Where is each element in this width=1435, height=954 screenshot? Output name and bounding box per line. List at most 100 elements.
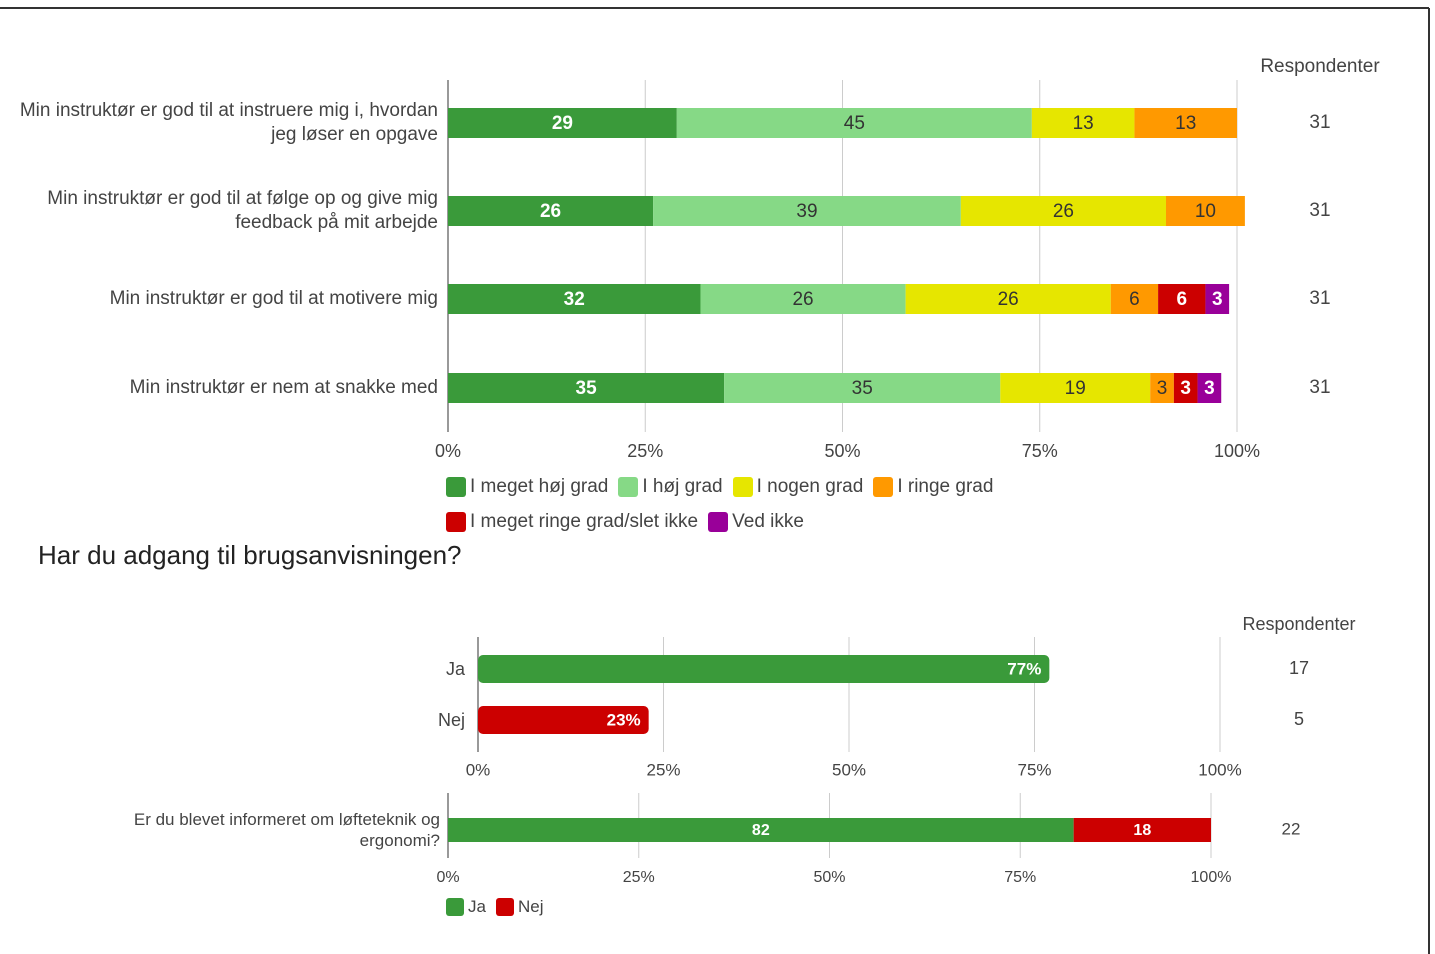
x-tick-label: 25% [623,869,655,886]
data-label: 6 [1129,289,1140,310]
bar [478,706,649,734]
legend-item: I nogen grad [732,469,864,504]
legend-label: Nej [517,896,544,916]
legend-swatch [446,511,466,532]
bar-segment [724,373,1001,403]
x-tick-label: 50% [824,441,860,461]
data-label: 13 [1175,113,1196,134]
data-label: 3 [1204,378,1215,399]
legend: I meget høj grad I høj grad I nogen grad I … [446,469,1046,539]
category-label: Min instruktør er god til at instruere m… [19,100,438,145]
bar-segment [1110,284,1159,314]
respondents-count: 17 [1289,658,1309,678]
legend-item: I meget ringe grad/slet ikke [446,504,698,539]
data-label: 19 [1065,378,1086,399]
x-tick-label: 0% [466,760,491,779]
x-tick-label: 25% [646,760,680,779]
data-label: 26 [1053,201,1074,222]
category-label: Ja [445,658,465,679]
legend-label: I nogen grad [756,475,864,497]
data-label: 77% [1007,659,1041,678]
respondents-count: 31 [1309,288,1330,309]
legend: Ja Nej [446,889,1046,924]
legend-swatch [495,897,514,916]
legend-swatch [618,476,639,497]
legend-swatch [873,476,894,497]
legend-swatch [446,476,466,497]
x-tick-label: 0% [436,869,459,886]
category-label: Min instruktør er god til at følge op og… [47,188,438,233]
data-label: 3 [1212,289,1223,310]
bar-segment [448,108,677,138]
bar-segment [448,818,1074,842]
data-label: 3 [1157,378,1168,399]
legend-swatch [708,511,729,532]
bar-segment [1150,373,1174,403]
respondents-count: 22 [1282,819,1301,838]
bar-segment [1165,196,1245,226]
legend-label: Ved ikke [732,510,804,532]
data-label: 23% [607,710,641,729]
data-label: 26 [792,289,813,310]
bar [478,655,1050,683]
respondents-count: 31 [1309,377,1330,398]
legend-item: I meget høj grad [446,469,608,504]
legend-swatch [732,476,753,497]
x-tick-label: 25% [627,441,663,461]
category-label: Min instruktør er nem at snakke med [129,377,438,399]
legend-swatch [446,897,464,916]
bar-segment [1031,108,1135,138]
x-tick-label: 50% [813,869,845,886]
x-tick-label: 0% [435,441,461,461]
legend-item: I høj grad [618,469,723,504]
data-label: 32 [564,289,585,310]
data-label: 26 [998,289,1019,310]
legend-label: I meget høj grad [470,475,609,497]
data-label: 35 [576,378,598,399]
bar-segment [448,373,725,403]
legend-item: I ringe grad [873,469,993,504]
bar-segment [960,196,1166,226]
data-label: 3 [1180,378,1191,399]
data-label: 45 [844,113,865,134]
legend-label: I høj grad [642,475,723,497]
respondents-count: 31 [1309,112,1330,133]
data-label: 29 [552,113,573,134]
respondents-header: Respondenter [1260,56,1380,77]
bar-segment [448,284,701,314]
chart-title: Har du adgang til brugsanvisningen? [38,540,462,570]
bar-segment [1205,284,1230,314]
bar-segment [653,196,961,226]
legend-label: I ringe grad [897,475,994,497]
data-label: 82 [752,822,770,839]
legend-item: Nej [495,889,544,924]
respondents-count: 31 [1309,200,1330,221]
category-label: Min instruktør er god til at motivere mi… [109,288,438,310]
legend-label: I meget ringe grad/slet ikke [470,510,699,532]
bar-segment [905,284,1111,314]
x-tick-label: 100% [1214,441,1260,461]
data-label: 35 [852,378,873,399]
x-tick-label: 75% [1017,760,1051,779]
data-label: 18 [1133,822,1151,839]
data-label: 10 [1195,201,1216,222]
bar-segment [1197,373,1222,403]
data-label: 6 [1176,289,1187,310]
bar-segment [700,284,906,314]
x-tick-label: 75% [1022,441,1058,461]
legend-item: Ved ikke [708,504,804,539]
data-label: 26 [540,201,561,222]
category-label: Er du blevet informeret om løfteteknik o… [133,809,440,850]
data-label: 13 [1073,113,1094,134]
bar-segment [1000,373,1151,403]
data-label: 39 [796,201,817,222]
bar-segment [1158,284,1206,314]
bar-segment [448,196,654,226]
category-label: Nej [437,709,465,730]
x-tick-label: 100% [1191,869,1232,886]
x-tick-label: 50% [832,760,866,779]
legend-item: Ja [446,889,486,924]
x-tick-label: 75% [1004,869,1036,886]
